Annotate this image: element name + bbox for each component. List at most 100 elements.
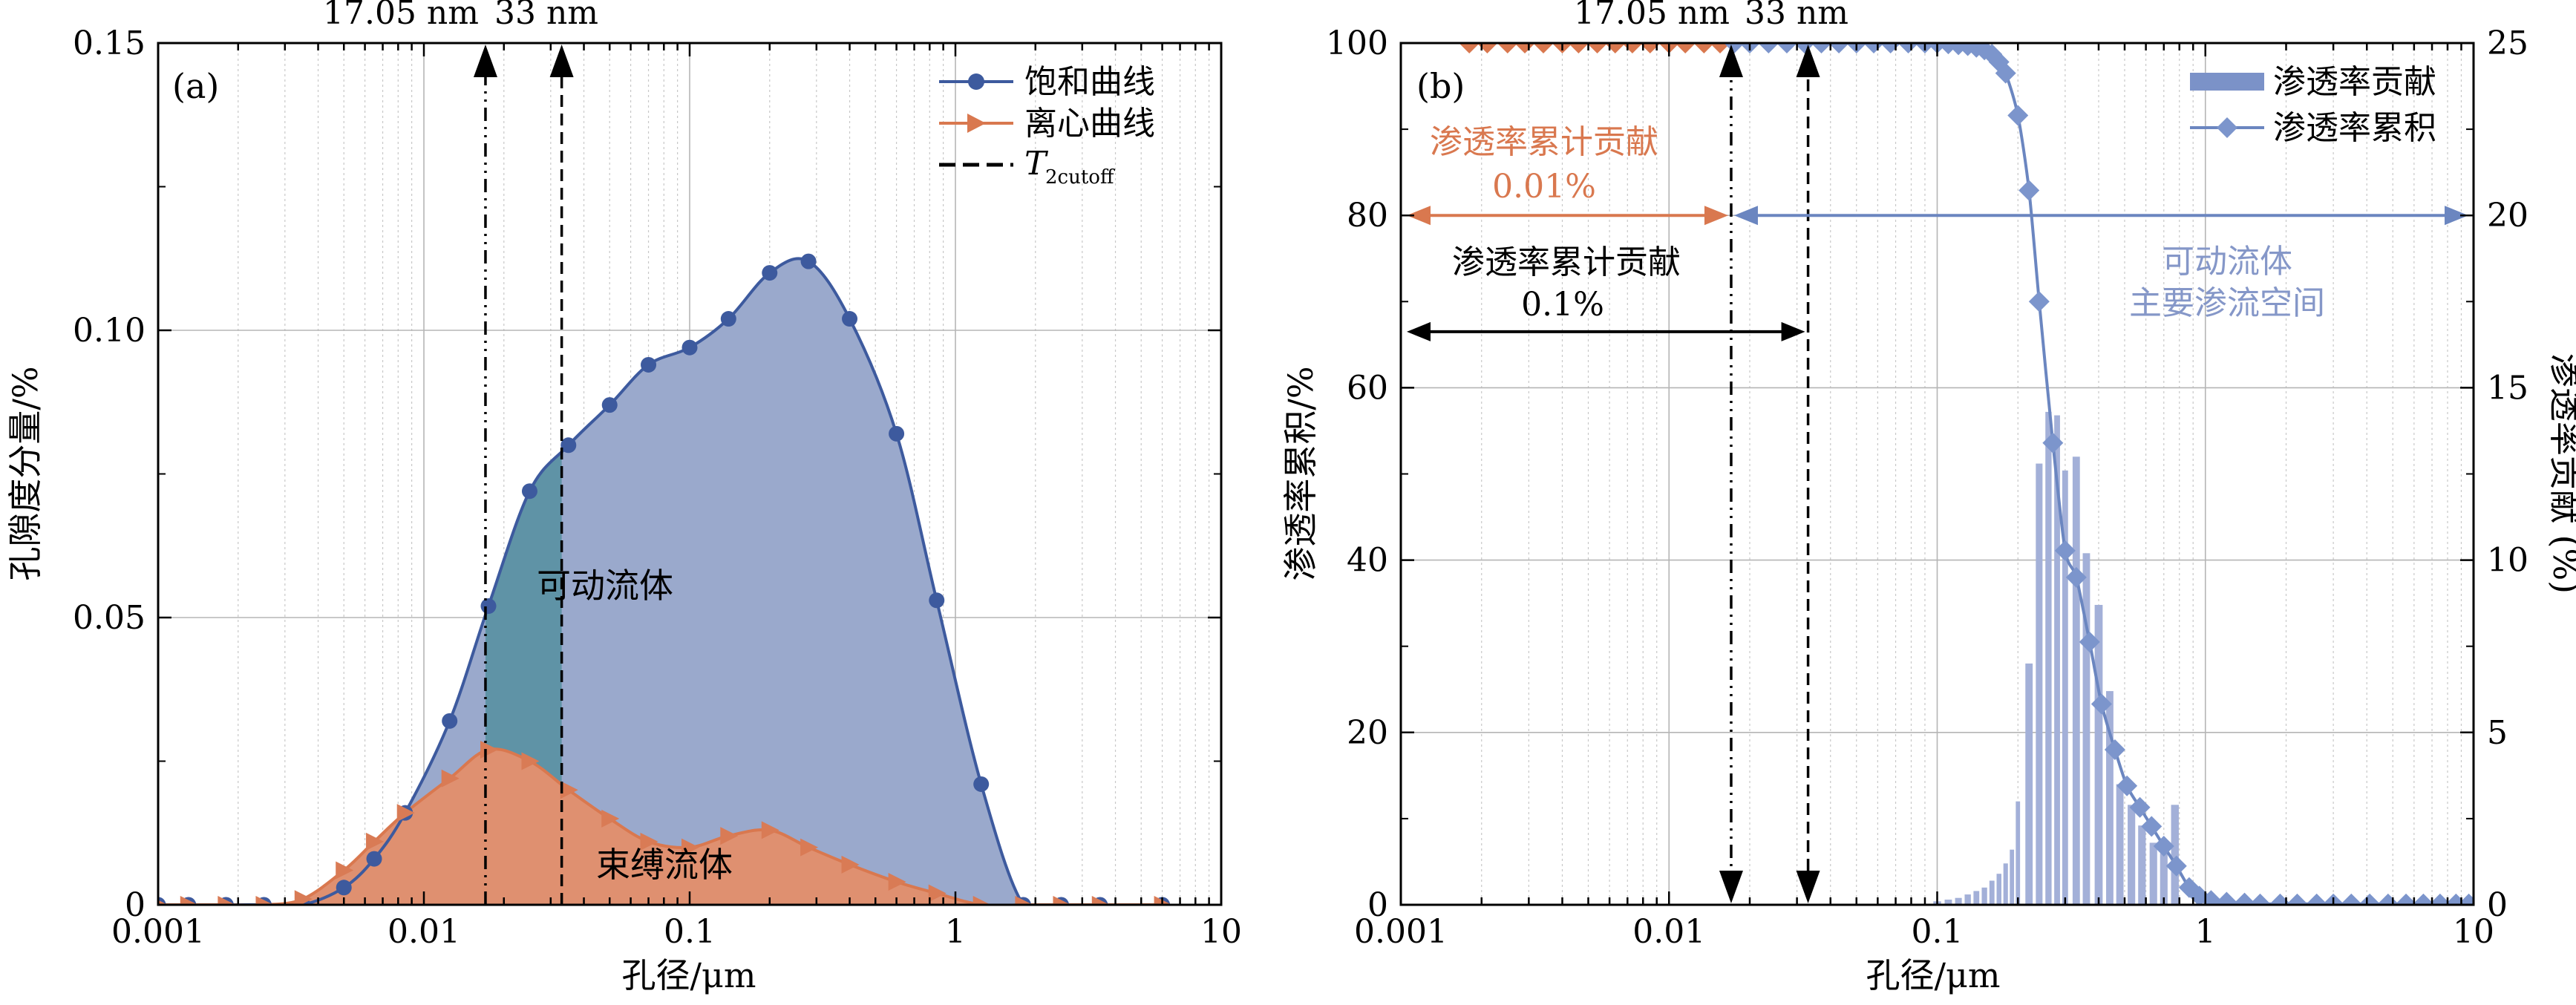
b-cumulative-point [2054,540,2076,561]
a-saturated-point [521,483,537,500]
a-cutoff-arrowhead-33nm [549,45,574,77]
b-left-axis-title: 渗透率累积/% [1281,366,1321,580]
b-y-tick-label-left: 100 [1326,24,1388,62]
b-contribution-bar [1989,880,1995,905]
a-centrifuged-point [396,804,415,822]
a-saturated-point [681,339,698,356]
b-cumulative-point [1724,43,1745,53]
b-contribution-bar [2045,411,2052,905]
a-centrifuged-point [294,890,313,905]
a-centrifuged-point [180,896,198,905]
b-cumulative-point-orange [1514,43,1536,53]
b-cumulative-point [2165,855,2187,877]
b-blue-annotation-line2: 主要渗流空间 [2129,284,2325,322]
b-contribution-bar [2160,853,2168,905]
a-axis-ticks [157,42,1223,906]
b-contribution-bar [2054,415,2060,905]
a-centrifuged-markers [158,741,1172,905]
b-contribution-bar [2025,663,2033,905]
b-cumulative-point [2042,432,2064,454]
b-cumulative-point [2341,893,2362,905]
a-legend-centrifuged-marker [967,114,986,133]
a-centrifuged-point [336,861,354,880]
a-centrifuged-point [841,855,860,874]
b-contribution-bar [2062,470,2068,905]
b-contribution-bar [2082,553,2090,905]
b-black-range-arrow-head-left [1407,321,1431,341]
b-x-tick-label: 0.1 [1912,913,1964,951]
b-cutoff-label-1: 17.05 nm [1574,0,1730,32]
b-black-annotation-value: 0.1% [1521,286,1604,324]
b-cumulative-point-orange [1710,43,1731,53]
b-contribution-bar [1973,891,1980,905]
a-legend-centrifuged-label: 离心曲线 [1024,105,1155,143]
a-cutoff-label-1: 17.05 nm [323,0,479,32]
a-saturated-point [560,437,577,454]
a-saturated-point [641,356,657,373]
a-centrifuged-point [972,896,991,905]
b-contribution-bar [2010,849,2015,905]
b-axis-ticks [1399,42,2475,906]
a-movable-fluid-label: 可动流体 [537,566,673,606]
b-blue-range-arrow-head-right [2445,206,2468,226]
b-cumulative-point [1758,43,1779,53]
a-centrifuged-point [366,832,385,851]
b-cumulative-point [1776,43,1797,53]
b-cumulative-point [2104,739,2125,761]
b-contribution-bar [2016,801,2021,905]
b-cumulative-point [2065,566,2087,588]
b-cumulative-point-orange [1639,43,1661,53]
b-cumulative-point [2429,893,2451,905]
a-centrifuged-area [158,749,1163,905]
b-panel-label: (b) [1416,66,1465,106]
b-cumulative-point [1995,62,2016,84]
b-cutoff-arrowhead-bottom-33nm [1796,871,1820,903]
b-cutoff-arrowhead-top-33nm [1796,45,1820,77]
a-x-tick-label: 0.01 [388,913,460,951]
b-x-tick-label: 10 [2453,913,2494,951]
b-contribution-bar [2094,604,2103,905]
b-black-range-arrow-head-right [1781,321,1805,341]
a-cutoff-lines [473,45,574,905]
a-centrifuged-point [1053,896,1071,905]
a-centrifuged-point [218,896,236,905]
a-x-tick-label: 0.1 [664,913,716,951]
b-cutoff-lines [1719,45,1820,903]
a-x-tick-label: 1 [945,913,966,951]
a-legend-saturated-label: 饱和曲线 [1024,63,1155,101]
b-cumulative-point [2028,291,2050,312]
a-legend-cutoff-label: T [1024,145,1049,183]
b-cumulative-point [2079,631,2100,652]
a-saturated-area [158,258,1163,905]
b-contribution-bar [2171,805,2179,905]
a-panel-label: (a) [172,66,219,106]
a-saturated-point [720,311,736,327]
b-x-tick-label: 0.01 [1632,913,1705,951]
a-centrifuged-point [800,838,819,857]
b-y-tick-label-left: 0 [1367,886,1388,924]
a-centrifuged-point [158,900,168,905]
b-cutoff-label-2: 33 nm [1745,0,1848,32]
b-y-tick-label-left: 60 [1347,369,1388,407]
a-saturated-point [366,851,382,867]
b-contribution-bar [2138,825,2146,905]
a-centrifuged-point [888,873,906,891]
a-centrifuged-point [928,884,947,903]
a-tick-labels: 0.001 0.01 0.1 1 10 0 0.05 0.10 0.15 [73,24,1242,951]
a-saturated-point [929,592,945,609]
b-orange-annotation-title: 渗透率累计贡献 [1430,123,1658,161]
a-y-tick-label: 0.10 [73,312,146,350]
a-saturated-point [762,265,778,281]
b-legend-line-marker [2217,117,2237,138]
a-centrifuged-point [601,809,620,828]
b-cumulative-point [2359,893,2381,905]
b-orange-range-arrow-head-left [1407,206,1431,226]
b-cumulative-point [1811,43,1832,53]
b-contribution-bar [2003,863,2008,905]
b-contribution-bar [1955,897,1962,905]
a-centrifuged-point [1154,896,1172,905]
b-y-tick-label-right: 0 [2487,886,2508,924]
b-y-tick-label-right: 20 [2487,197,2528,235]
a-centrifuged-point [560,781,578,799]
